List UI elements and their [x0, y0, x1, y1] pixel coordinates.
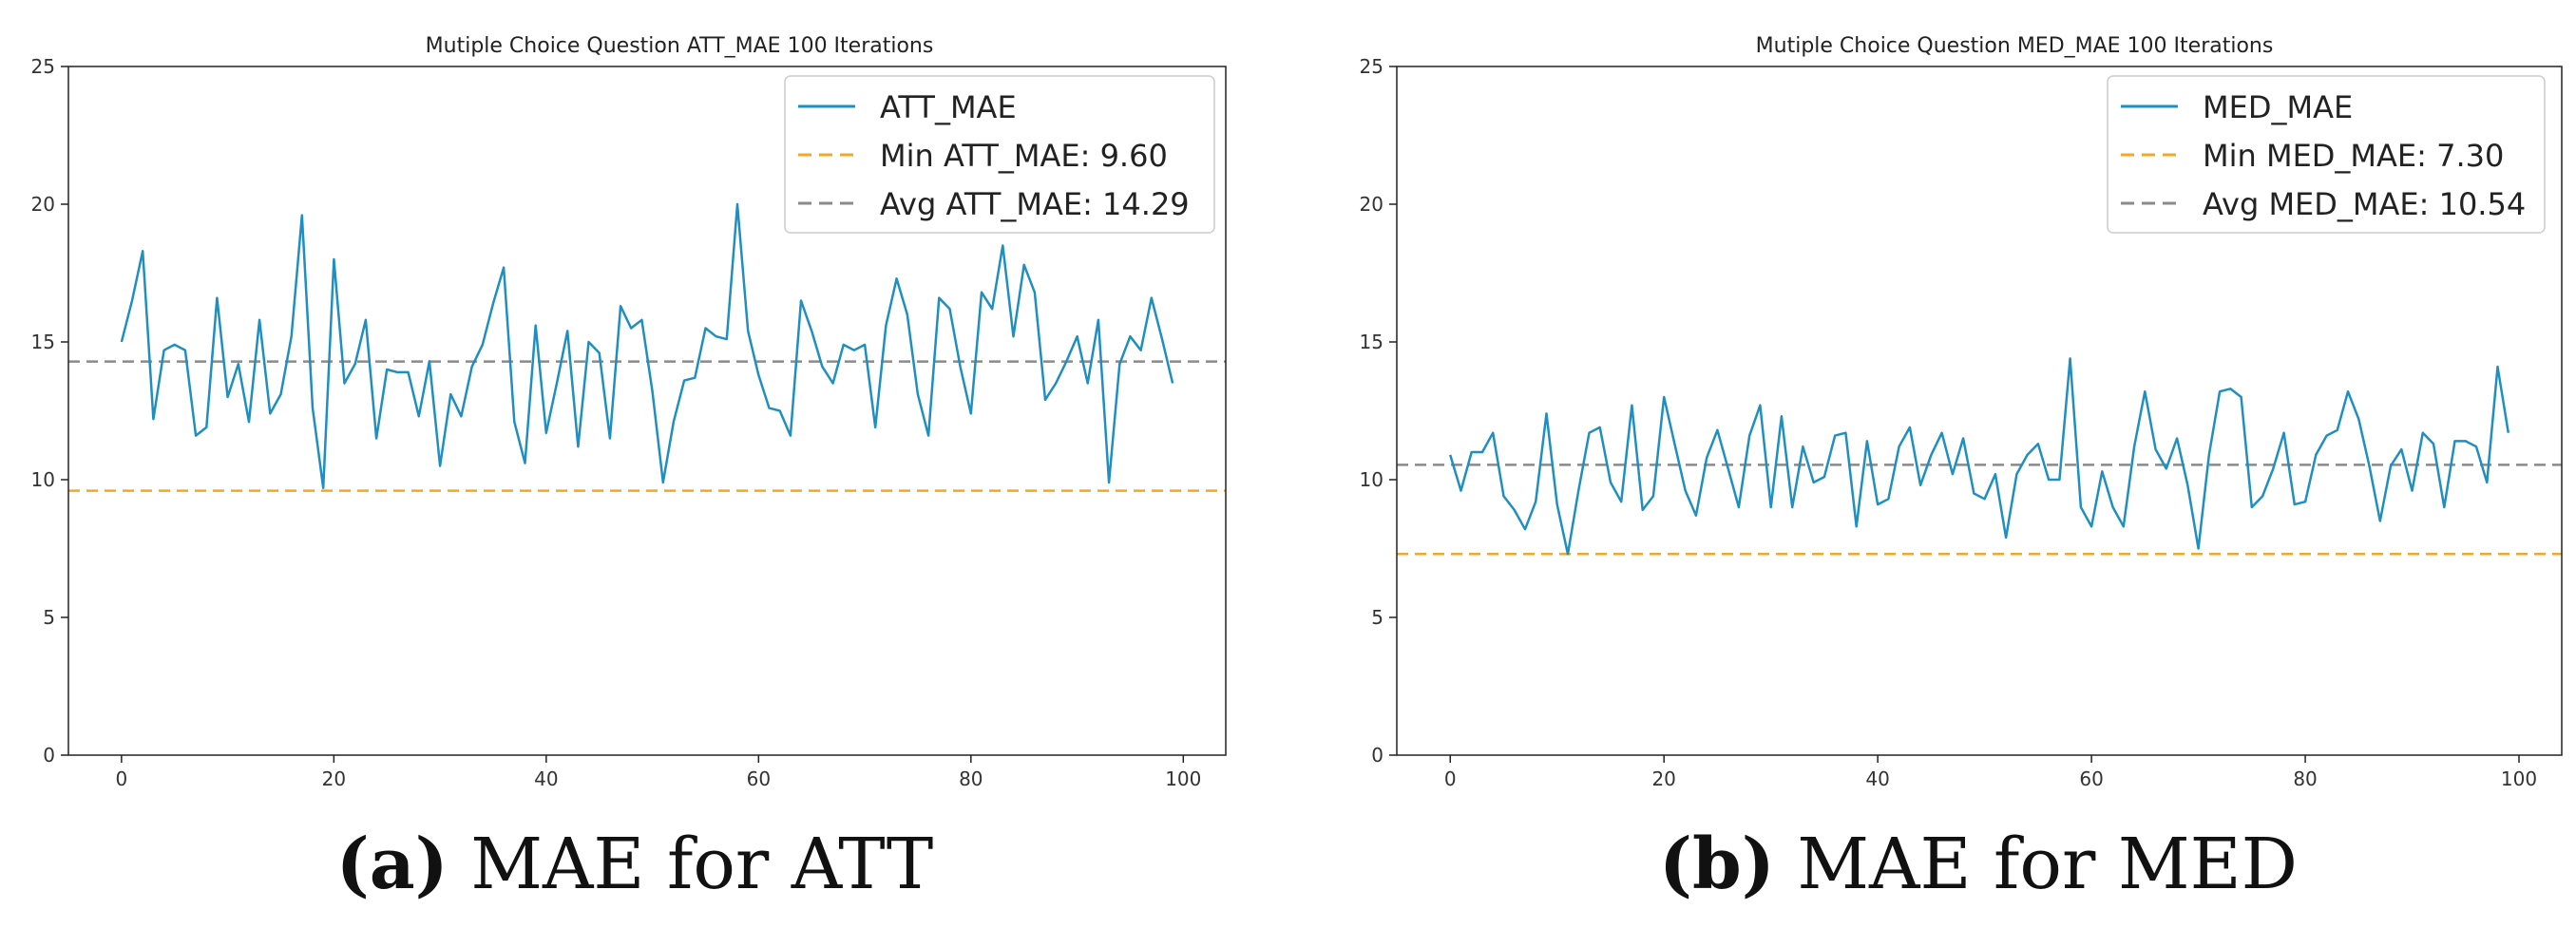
x-tick-label: 40 — [1865, 767, 1889, 790]
y-tick-label: 20 — [1360, 193, 1383, 216]
series-line — [1449, 357, 2510, 556]
caption: (a) MAE for ATT — [336, 824, 934, 905]
x-tick-label: 0 — [1444, 767, 1457, 790]
legend: MED_MAE Min MED_MAE: 7.30 Avg MED_MAE: 1… — [2107, 75, 2546, 234]
legend-label-min: Min MED_MAE: 7.30 — [2203, 138, 2504, 174]
x-tick-label: 20 — [322, 767, 346, 790]
series-line — [120, 202, 1174, 489]
legend: ATT_MAE Min ATT_MAE: 9.60 Avg ATT_MAE: 1… — [784, 75, 1215, 234]
axis-ticks: 0 5 10 15 20 25 0 20 40 60 80 100 — [31, 55, 1202, 790]
legend-box — [784, 75, 1215, 234]
legend-label-avg: Avg MED_MAE: 10.54 — [2203, 186, 2526, 222]
chart-att-mae: Mutiple Choice Question ATT_MAE 100 Iter… — [31, 34, 1227, 905]
legend-label-series: MED_MAE — [2203, 89, 2353, 125]
x-tick-label: 60 — [747, 767, 771, 790]
y-tick-label: 25 — [1360, 55, 1383, 78]
x-tick-label: 80 — [2293, 767, 2317, 790]
caption-label: (b) — [1659, 824, 1775, 905]
legend-label-series: ATT_MAE — [880, 89, 1017, 125]
caption-text: MAE for MED — [1775, 824, 2298, 905]
x-tick-label: 0 — [116, 767, 128, 790]
data-series — [1449, 357, 2510, 556]
y-tick-label: 15 — [31, 331, 55, 353]
y-tick-label: 0 — [43, 744, 55, 767]
y-tick-label: 5 — [1371, 606, 1383, 629]
chart-med-mae: Mutiple Choice Question MED_MAE 100 Iter… — [1360, 34, 2563, 905]
chart-title: Mutiple Choice Question ATT_MAE 100 Iter… — [426, 34, 934, 58]
legend-label-min: Min ATT_MAE: 9.60 — [880, 138, 1168, 174]
x-tick-label: 80 — [959, 767, 983, 790]
x-tick-label: 40 — [534, 767, 558, 790]
x-tick-label: 100 — [1165, 767, 1201, 790]
legend-label-avg: Avg ATT_MAE: 14.29 — [880, 186, 1190, 222]
y-tick-label: 20 — [31, 193, 55, 216]
reference-lines — [1397, 464, 2562, 556]
y-tick-label: 10 — [1360, 468, 1383, 491]
caption-label: (a) — [336, 824, 448, 905]
caption: (b) MAE for MED — [1659, 824, 2298, 905]
chart-title: Mutiple Choice Question MED_MAE 100 Iter… — [1756, 34, 2274, 58]
plot-frame — [67, 66, 1227, 756]
axis-ticks: 0 5 10 15 20 25 0 20 40 60 80 100 — [1360, 55, 2538, 790]
y-tick-label: 25 — [31, 55, 55, 78]
x-tick-label: 20 — [1651, 767, 1675, 790]
y-tick-label: 5 — [43, 606, 55, 629]
x-tick-label: 100 — [2501, 767, 2537, 790]
legend-box — [2107, 75, 2546, 234]
data-series — [120, 202, 1174, 489]
plot-frame — [1396, 66, 2563, 756]
y-tick-label: 15 — [1360, 331, 1383, 353]
y-tick-label: 0 — [1371, 744, 1383, 767]
y-tick-label: 10 — [31, 468, 55, 491]
x-tick-label: 60 — [2079, 767, 2103, 790]
caption-text: MAE for ATT — [448, 824, 934, 905]
